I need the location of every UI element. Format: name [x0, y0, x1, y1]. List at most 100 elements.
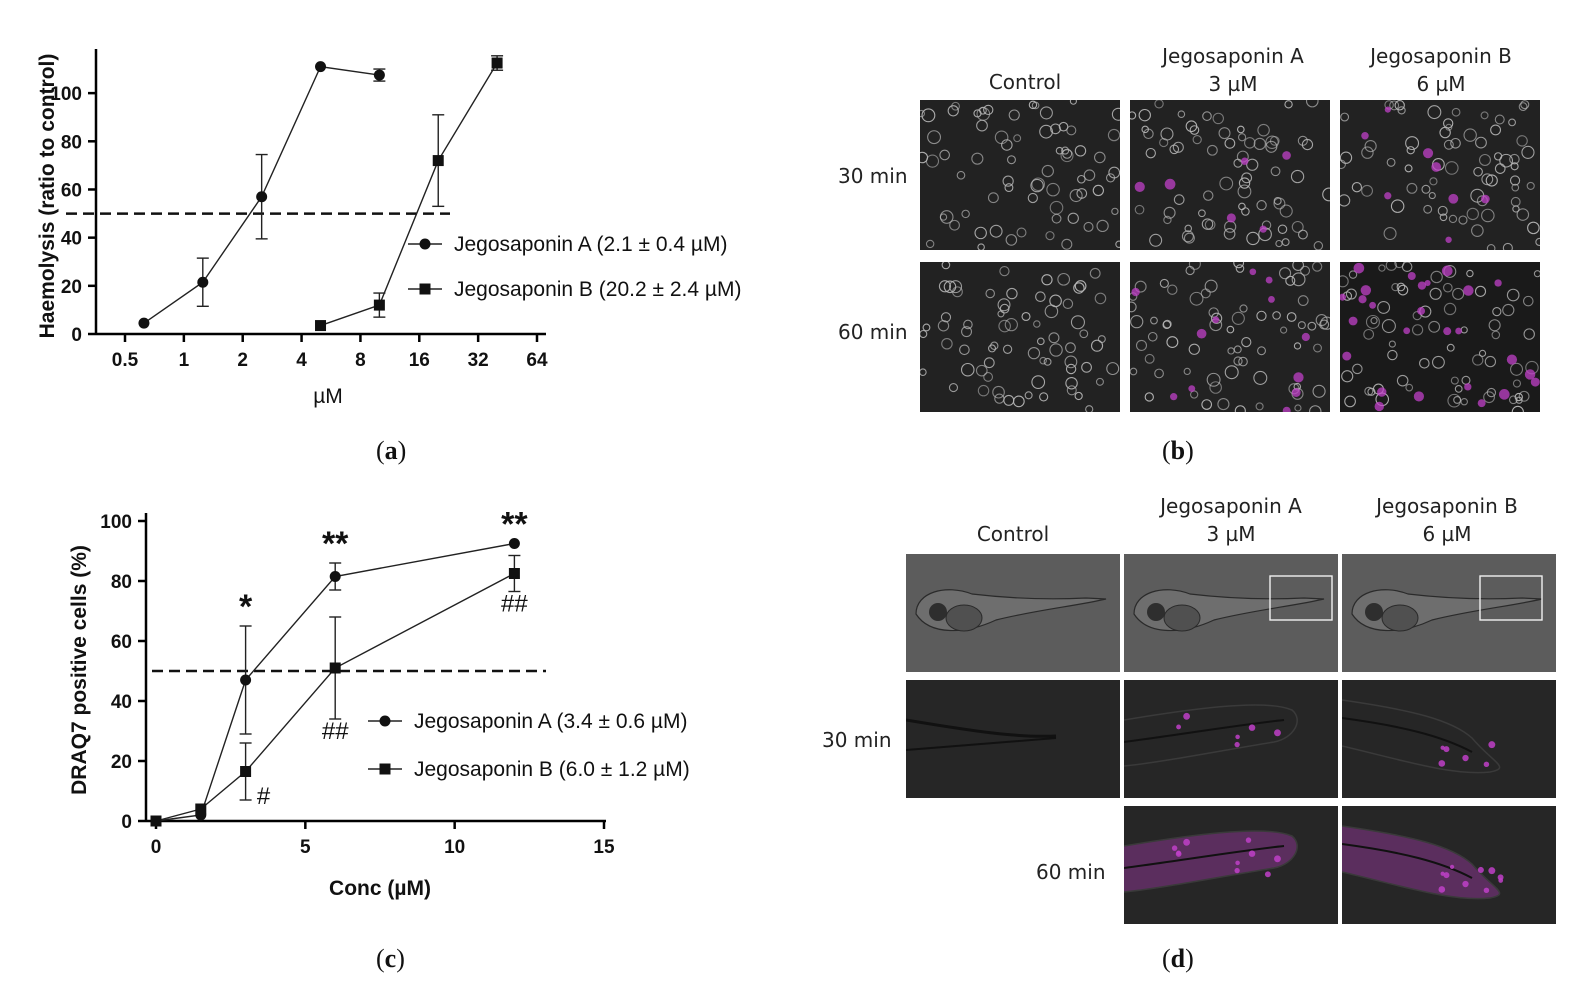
cell-outline — [994, 393, 1005, 404]
cell-outline — [951, 101, 960, 111]
cell-outline — [1385, 262, 1397, 271]
cell-outline — [1294, 404, 1302, 412]
cell-outline — [1246, 231, 1260, 246]
cell-outline — [1031, 177, 1046, 192]
cell-outline — [1351, 182, 1363, 193]
y-tick-label: 80 — [111, 572, 132, 593]
cell-outline — [1406, 182, 1418, 194]
stained-cell — [1524, 369, 1536, 380]
stained-cell — [1477, 399, 1486, 408]
cell-outline — [1257, 346, 1266, 356]
cell-outline — [1130, 367, 1138, 376]
cell-outline — [1150, 316, 1158, 325]
stained-cell — [1131, 287, 1140, 297]
cell-outline — [1061, 238, 1073, 250]
cell-outline — [1340, 275, 1349, 288]
cell-outline — [1233, 158, 1243, 168]
cell-outline — [1297, 229, 1308, 240]
cell-outline — [1397, 106, 1406, 115]
cell-outline — [1039, 356, 1047, 365]
cell-outline — [1202, 111, 1212, 121]
stained-cell — [1175, 850, 1182, 857]
cell-outline — [1445, 123, 1453, 131]
cell-outline — [1246, 158, 1259, 171]
cell-outline — [1189, 291, 1204, 306]
cell-outline — [1085, 405, 1094, 412]
cell-outline — [1506, 288, 1520, 302]
stained-cell — [1483, 761, 1490, 768]
data-point-square — [150, 815, 162, 827]
cell-outline — [1181, 230, 1194, 243]
cell-outline — [1167, 284, 1178, 295]
stained-cell — [1530, 377, 1540, 387]
cell-outline — [1050, 123, 1061, 135]
cell-outline — [1340, 112, 1350, 122]
data-point-square — [373, 299, 385, 311]
x-tick-label: 0.5 — [112, 350, 139, 371]
cell-outline — [1185, 120, 1198, 133]
stained-cell — [1417, 307, 1426, 315]
cell-outline — [1361, 184, 1374, 197]
larva-eye — [929, 603, 947, 621]
cell-outline — [1454, 384, 1463, 393]
cell-outline — [1490, 124, 1502, 136]
panel-a-caption: (a) — [376, 436, 407, 465]
cell-outline — [1502, 242, 1513, 250]
cell-outline — [1030, 178, 1044, 193]
legend-label: Jegosaponin A (2.1 ± 0.4 µM) — [454, 233, 727, 256]
cell-outline — [922, 323, 931, 332]
stained-cell — [1483, 887, 1490, 894]
cell-outline — [1065, 363, 1077, 375]
cell-outline — [1241, 207, 1250, 216]
stained-cell — [1293, 372, 1304, 383]
significance-hash: # — [257, 783, 271, 810]
cell-outline — [1511, 183, 1520, 192]
cell-outline — [1448, 214, 1458, 224]
panel-b-col-control: Control — [988, 70, 1062, 94]
cell-outline — [1312, 262, 1323, 272]
data-point-circle — [197, 276, 209, 288]
cell-outline — [1043, 357, 1052, 366]
larva-yolk — [1163, 604, 1201, 632]
cell-outline — [1511, 405, 1524, 412]
cell-outline — [1141, 125, 1149, 134]
series-line — [320, 62, 498, 327]
cell-outline — [1206, 372, 1221, 387]
cell-outline — [971, 152, 984, 165]
panel-d-img-jeg-b-whole — [1342, 554, 1556, 672]
cell-outline — [985, 288, 995, 299]
cell-outline — [939, 149, 950, 161]
cell-outline — [1285, 275, 1296, 286]
stained-cell — [1360, 285, 1372, 296]
stained-cell — [1422, 148, 1434, 159]
cell-outline — [1039, 124, 1053, 139]
cell-outline — [1016, 227, 1027, 238]
cell-outline — [1130, 111, 1137, 120]
cell-outline — [1364, 386, 1374, 396]
stained-cell — [1268, 296, 1275, 303]
cell-outline — [1224, 365, 1239, 380]
cell-outline — [1404, 164, 1413, 173]
cell-outline — [1307, 321, 1317, 331]
cell-outline — [1446, 343, 1455, 352]
cell-outline — [1244, 137, 1256, 149]
stained-cell — [1358, 295, 1367, 304]
cell-outline — [1451, 107, 1461, 117]
stained-cell — [1282, 151, 1291, 160]
panel-d-img-control-30 — [906, 680, 1120, 798]
tail-outline — [1124, 704, 1298, 767]
stained-cell — [1171, 845, 1178, 851]
cell-outline — [948, 382, 959, 393]
y-tick-label: 0 — [121, 812, 132, 833]
cell-outline — [1340, 159, 1346, 170]
tail-outline — [906, 718, 1057, 738]
cell-outline — [1510, 162, 1519, 171]
cell-outline — [1024, 391, 1033, 400]
legend-label: Jegosaponin B (6.0 ± 1.2 µM) — [414, 758, 690, 781]
cell-outline — [1460, 326, 1468, 334]
cell-outline — [1483, 391, 1495, 404]
cell-outline — [927, 130, 942, 145]
